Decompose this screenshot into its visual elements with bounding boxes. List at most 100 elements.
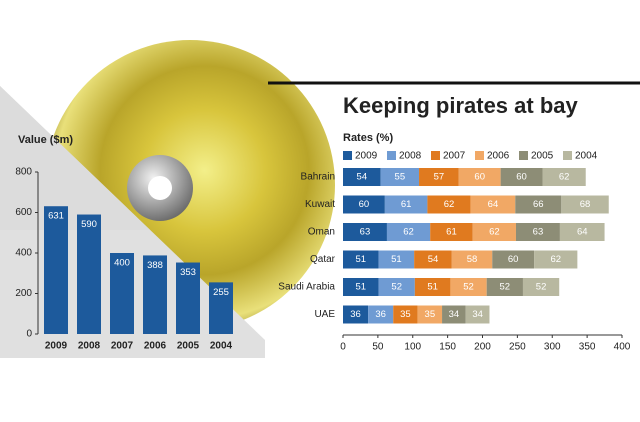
segment-label: 52	[536, 282, 547, 293]
y-tick-label: UAE	[314, 309, 335, 320]
x-tick-label: 2009	[45, 341, 68, 352]
legend-label: 2009	[355, 151, 378, 162]
segment-label: 58	[467, 254, 478, 265]
bar-segment	[542, 168, 586, 186]
bar-segment	[393, 305, 418, 324]
segment-label: 64	[488, 199, 499, 210]
segment-label: 62	[550, 254, 561, 265]
x-tick-label: 2004	[210, 341, 233, 352]
bar-label: 388	[147, 260, 163, 271]
segment-label: 66	[533, 199, 544, 210]
bar	[209, 282, 233, 334]
segment-label: 68	[580, 199, 591, 210]
bar-segment	[368, 305, 394, 324]
bar-segment	[472, 223, 516, 241]
bar-segment	[559, 223, 605, 241]
legend-label: 2004	[575, 151, 598, 162]
bar-segment	[343, 168, 381, 186]
chart-title: Keeping pirates at bay	[343, 93, 579, 118]
bar-segment	[343, 278, 379, 296]
bar-label: 590	[81, 219, 97, 230]
legend-label: 2008	[399, 151, 422, 162]
segment-label: 55	[395, 172, 406, 183]
bar-segment	[378, 250, 415, 269]
x-tick-label: 50	[372, 342, 384, 353]
y-tick-label: Qatar	[310, 254, 336, 265]
x-tick-label: 2008	[78, 341, 101, 352]
bar	[77, 214, 101, 334]
segment-label: 52	[463, 282, 474, 293]
bar-segment	[380, 168, 420, 186]
x-tick-label: 0	[340, 342, 346, 353]
segment-label: 60	[474, 172, 485, 183]
y-tick-label: Kuwait	[305, 199, 335, 210]
bar-segment	[384, 195, 428, 214]
legend-label: 2005	[531, 151, 554, 162]
segment-label: 62	[403, 227, 414, 238]
bar-segment	[492, 250, 535, 269]
legend-label: 2006	[487, 151, 510, 162]
bar-segment	[500, 168, 543, 186]
bar-segment	[343, 250, 379, 269]
bar-segment	[378, 278, 415, 296]
segment-label: 61	[401, 199, 412, 210]
bar-segment	[561, 195, 609, 214]
bar-segment	[465, 305, 490, 324]
segment-label: 54	[428, 254, 439, 265]
x-tick-label: 200	[474, 342, 491, 353]
x-tick-label: 2005	[177, 341, 200, 352]
segment-label: 62	[559, 172, 570, 183]
bar-segment	[343, 223, 387, 241]
x-tick-label: 350	[579, 342, 596, 353]
chart-subtitle: Rates (%)	[343, 132, 393, 144]
bar-segment	[419, 168, 459, 186]
bar-segment	[515, 195, 562, 214]
bar-label: 353	[180, 267, 196, 278]
bar-segment	[414, 250, 452, 269]
bar-label: 631	[48, 211, 64, 222]
x-tick-label: 250	[509, 342, 526, 353]
bar-segment	[414, 278, 451, 296]
segment-label: 51	[355, 254, 366, 265]
y-tick-label: 600	[15, 207, 32, 218]
legend-swatch	[431, 151, 440, 160]
bar-segment	[515, 223, 560, 241]
legend-swatch	[343, 151, 352, 160]
bar-segment	[442, 305, 466, 324]
x-tick-label: 2007	[111, 341, 134, 352]
segment-label: 51	[427, 282, 438, 293]
segment-label: 60	[359, 199, 370, 210]
legend-swatch	[519, 151, 528, 160]
segment-label: 52	[391, 282, 402, 293]
x-tick-label: 100	[404, 342, 421, 353]
y-tick-label: 800	[15, 167, 32, 178]
x-tick-label: 300	[544, 342, 561, 353]
x-tick-label: 2006	[144, 341, 167, 352]
bar-segment	[450, 278, 487, 296]
bar-segment	[522, 278, 560, 296]
bar	[143, 255, 167, 334]
segment-label: 35	[425, 309, 436, 320]
bar-segment	[534, 250, 578, 269]
segment-label: 62	[444, 199, 455, 210]
bar-segment	[486, 278, 523, 296]
bar-segment	[386, 223, 431, 241]
segment-label: 36	[375, 309, 386, 320]
y-tick-label: Oman	[308, 227, 335, 238]
segment-label: 63	[533, 227, 544, 238]
legend-swatch	[563, 151, 572, 160]
segment-label: 51	[391, 254, 402, 265]
y-tick-label: Bahrain	[301, 172, 335, 183]
bar-segment	[430, 223, 473, 241]
segment-label: 54	[357, 172, 368, 183]
bar	[110, 253, 134, 334]
y-tick-label: 0	[26, 329, 32, 340]
cd-hole	[148, 176, 172, 200]
y-tick-label: 400	[15, 248, 32, 259]
bar-segment	[427, 195, 471, 214]
bar	[44, 206, 68, 334]
y-tick-label: 200	[15, 288, 32, 299]
bar-segment	[458, 168, 501, 186]
segment-label: 52	[500, 282, 511, 293]
